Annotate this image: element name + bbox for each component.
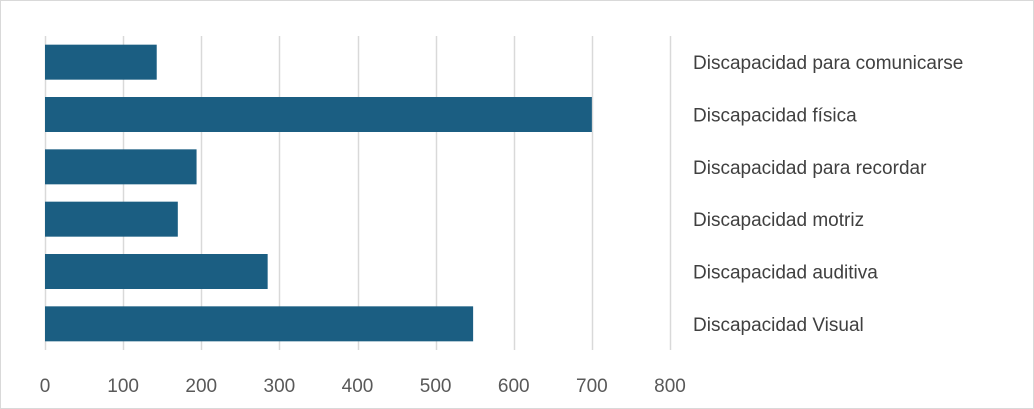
bar-3 (45, 201, 178, 237)
category-label: Discapacidad física (693, 106, 857, 127)
category-label: Discapacidad motriz (693, 210, 864, 231)
x-tick-label: 0 (40, 376, 51, 397)
x-tick-label: 500 (420, 376, 452, 397)
x-tick-label: 200 (185, 376, 217, 397)
x-tick-label: 100 (107, 376, 139, 397)
bar-1 (45, 97, 592, 132)
x-tick-label: 300 (264, 376, 296, 397)
x-tick-label: 400 (342, 376, 374, 397)
bar-4 (45, 254, 268, 289)
category-label: Discapacidad auditiva (693, 263, 878, 284)
x-tick-label: 700 (576, 376, 608, 397)
category-label: Discapacidad Visual (693, 315, 864, 336)
x-tick-label: 600 (498, 376, 530, 397)
category-label: Discapacidad para recordar (693, 158, 927, 179)
category-label: Discapacidad para comunicarse (693, 53, 963, 74)
x-tick-label: 800 (654, 376, 686, 397)
bar-0 (45, 44, 157, 80)
bar-5 (45, 306, 474, 342)
bar-2 (45, 149, 197, 185)
